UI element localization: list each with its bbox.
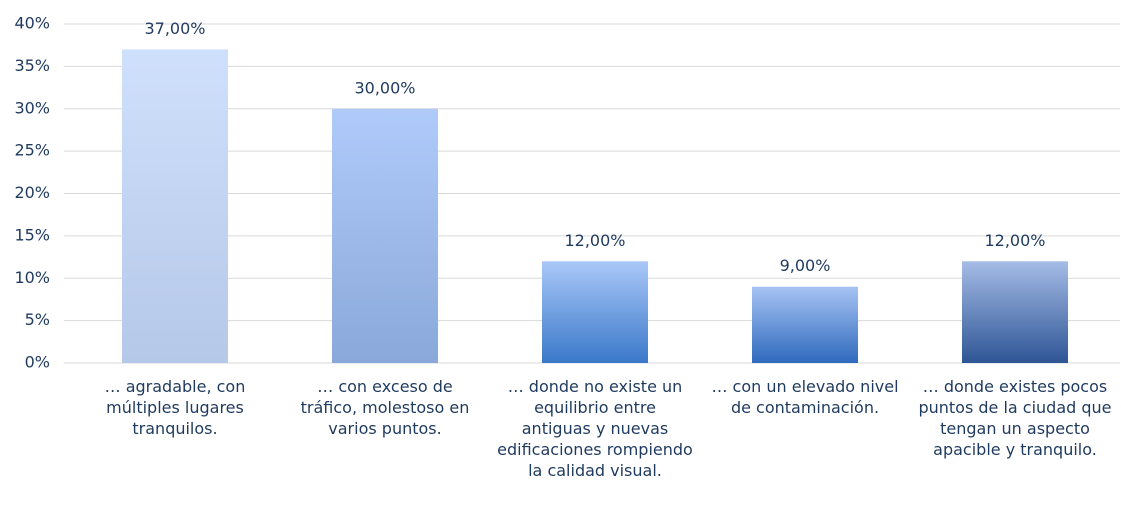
bar (332, 108, 438, 363)
data-label: 9,00% (780, 256, 831, 275)
y-tick-label: 15% (14, 225, 50, 244)
x-tick-label: … con un elevado nivel de contaminación. (711, 377, 899, 417)
y-tick-label: 5% (25, 310, 50, 329)
bar (962, 261, 1068, 363)
x-tick-label: … donde no existe un equilibrio entre an… (497, 377, 693, 480)
x-tick-label: … donde existes pocos puntos de la ciuda… (918, 377, 1112, 459)
y-tick-label: 30% (14, 98, 50, 117)
bar (122, 49, 228, 364)
data-label: 30,00% (354, 78, 415, 97)
y-tick-label: 0% (25, 353, 50, 372)
y-tick-label: 25% (14, 141, 50, 160)
x-tick-label: … con exceso de tráfico, molestoso en va… (300, 377, 470, 438)
y-tick-label: 35% (14, 56, 50, 75)
y-tick-label: 40% (14, 14, 50, 33)
y-tick-label: 10% (14, 268, 50, 287)
bar (542, 261, 648, 363)
y-tick-label: 20% (14, 183, 50, 202)
data-label: 12,00% (564, 231, 625, 250)
data-label: 37,00% (144, 19, 205, 38)
data-label: 12,00% (984, 231, 1045, 250)
bar (752, 286, 858, 363)
x-tick-label: … agradable, con múltiples lugares tranq… (104, 377, 246, 438)
